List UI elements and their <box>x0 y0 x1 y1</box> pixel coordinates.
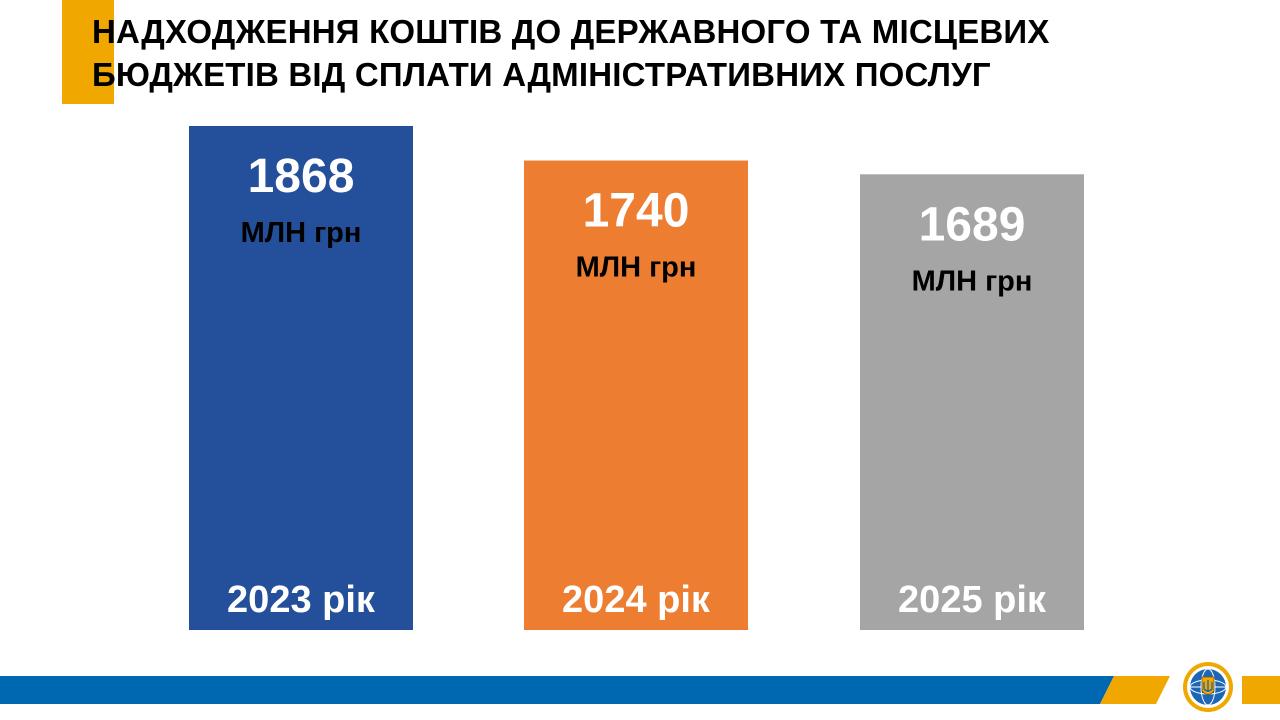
title-accent-block <box>62 0 114 104</box>
slide-title-line-1: НАДХОДЖЕННЯ КОШТІВ ДО ДЕРЖАВНОГО ТА МІСЦ… <box>92 13 1050 50</box>
bar-value-label-1: 1868 <box>248 150 355 203</box>
footer-yellow-band-left <box>1100 676 1170 704</box>
bar-unit-label-3: МЛН грн <box>912 265 1033 297</box>
footer-stripe <box>0 676 1280 704</box>
bar-2 <box>524 160 748 630</box>
bar-group-2: 1740 МЛН грн 2024 рік <box>524 160 748 630</box>
bar-unit-label-2: МЛН грн <box>576 252 697 284</box>
bar-3 <box>860 174 1084 630</box>
bar-group-1: 1868 МЛН грн 2023 рік <box>189 126 413 630</box>
category-label-3: 2025 рік <box>898 579 1047 621</box>
category-label-1: 2023 рік <box>227 579 376 621</box>
service-emblem-icon <box>1183 662 1233 712</box>
bar-1 <box>189 126 413 630</box>
footer-blue-band <box>0 676 1114 704</box>
bar-group-3: 1689 МЛН грн 2025 рік <box>860 174 1084 630</box>
bar-value-label-2: 1740 <box>583 185 690 238</box>
bar-unit-label-1: МЛН грн <box>241 217 362 249</box>
slide-title-line-2: БЮДЖЕТІВ ВІД СПЛАТИ АДМІНІСТРАТИВНИХ ПОС… <box>92 56 991 93</box>
bar-chart: 1868 МЛН грн 2023 рік 1740 МЛН грн 2024 рік 16… <box>189 126 1084 630</box>
bar-value-label-3: 1689 <box>919 198 1026 251</box>
category-label-2: 2024 рік <box>562 579 711 621</box>
footer-yellow-band-right <box>1242 676 1280 704</box>
slide-title: НАДХОДЖЕННЯ КОШТІВ ДО ДЕРЖАВНОГО ТА МІСЦ… <box>92 10 1242 96</box>
